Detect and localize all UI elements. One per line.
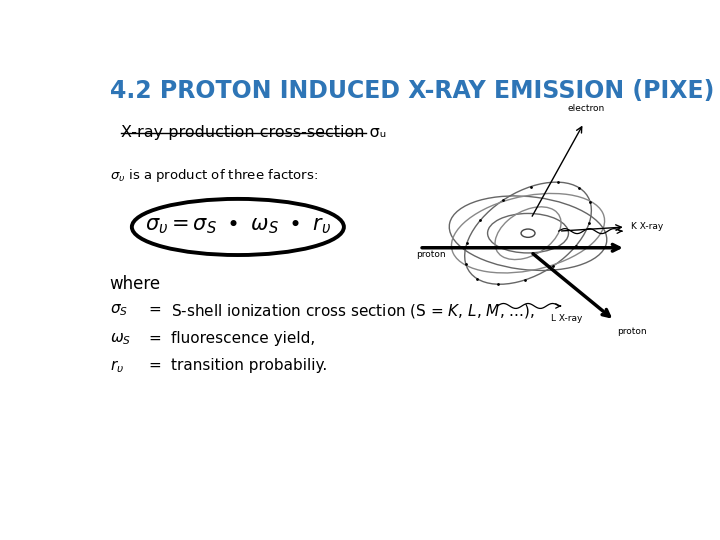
Text: $r_\upsilon$: $r_\upsilon$ xyxy=(109,358,124,375)
Text: electron: electron xyxy=(568,104,606,113)
Text: K X-ray: K X-ray xyxy=(631,222,664,232)
Text: transition probabiliy.: transition probabiliy. xyxy=(171,358,327,373)
Text: 4.2 PROTON INDUCED X-RAY EMISSION (PIXE): 4.2 PROTON INDUCED X-RAY EMISSION (PIXE) xyxy=(109,79,714,103)
Text: where: where xyxy=(109,275,161,293)
Text: $\sigma_\upsilon = \sigma_S\ \bullet\ \omega_S\ \bullet\ r_\upsilon$: $\sigma_\upsilon = \sigma_S\ \bullet\ \o… xyxy=(145,216,331,236)
Text: proton: proton xyxy=(617,327,647,336)
Text: $\sigma_S$: $\sigma_S$ xyxy=(109,302,127,318)
Text: L X-ray: L X-ray xyxy=(552,314,582,323)
Text: proton: proton xyxy=(416,250,446,259)
Text: =: = xyxy=(148,331,161,346)
Text: =: = xyxy=(148,302,161,317)
Text: =: = xyxy=(148,358,161,373)
Text: $\omega_S$: $\omega_S$ xyxy=(109,331,131,347)
Text: S-shell ionization cross section (S = $\mathit{K}$, $\mathit{L}$, $\mathit{M}$, : S-shell ionization cross section (S = $\… xyxy=(171,302,534,320)
Text: fluorescence yield,: fluorescence yield, xyxy=(171,331,315,346)
Text: $\sigma_\upsilon$ is a product of three factors:: $\sigma_\upsilon$ is a product of three … xyxy=(109,167,318,184)
Text: X-ray production cross-section σᵤ: X-ray production cross-section σᵤ xyxy=(121,125,386,140)
